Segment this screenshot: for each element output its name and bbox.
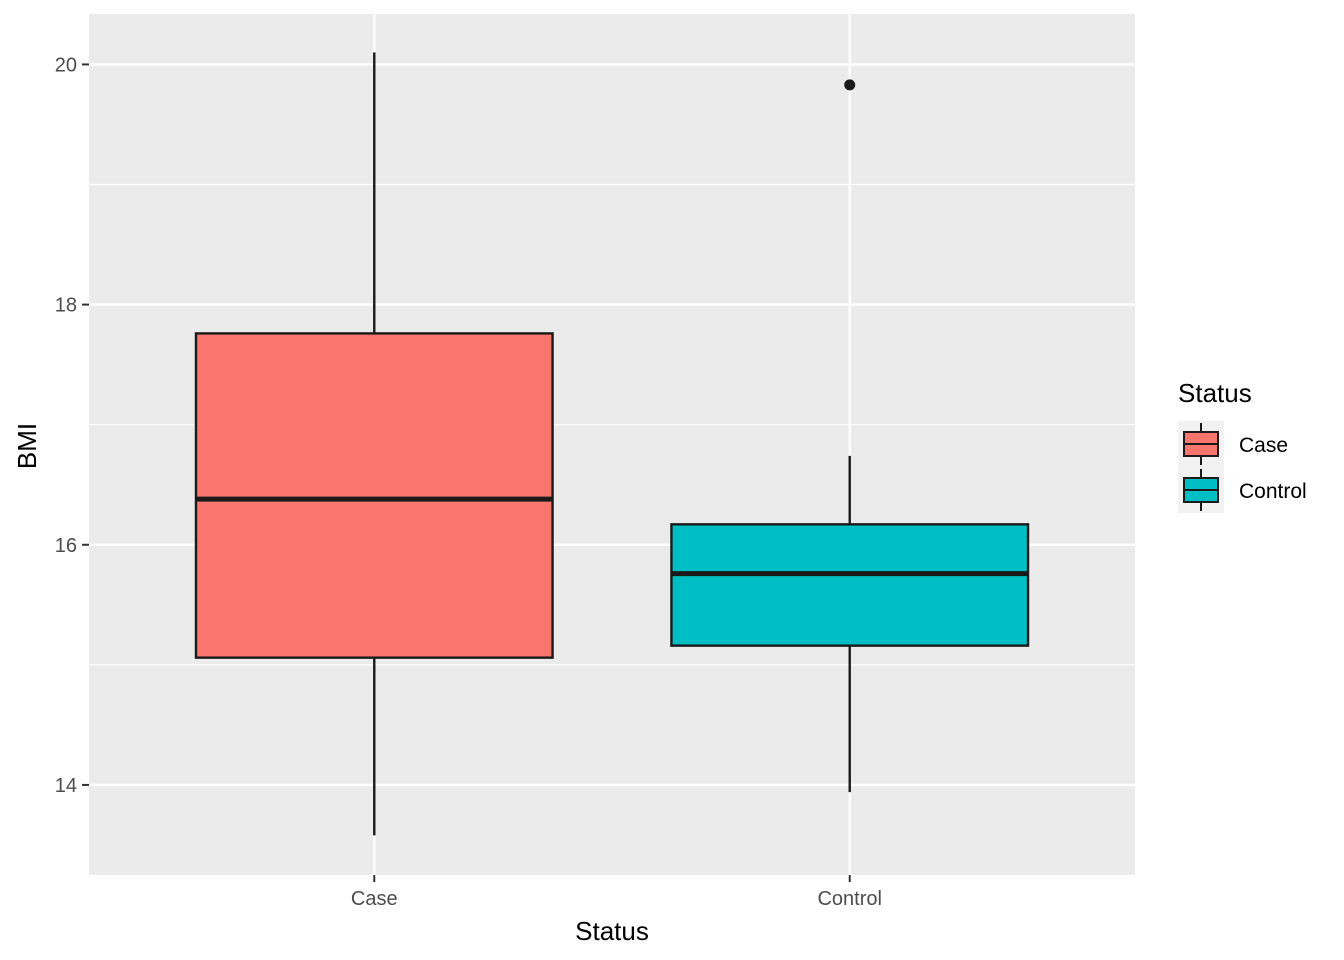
y-tick-label: 14 (55, 775, 77, 797)
y-tick-label: 16 (55, 535, 77, 557)
control-outlier-point (844, 79, 856, 91)
y-axis-title: BMI (12, 423, 42, 469)
y-axis: 14 16 18 20 (55, 54, 89, 797)
legend: Status Case Control (1178, 378, 1307, 513)
boxes-layer (194, 52, 1030, 836)
legend-title: Status (1178, 378, 1252, 408)
legend-label-control: Control (1239, 480, 1307, 503)
legend-items: Case Control (1178, 421, 1307, 513)
y-tick-label: 18 (55, 295, 77, 317)
x-tick-label: Control (817, 888, 881, 910)
case-box (194, 332, 554, 659)
x-axis-title: Status (575, 916, 649, 946)
legend-label-case: Case (1239, 434, 1288, 457)
x-tick-label: Case (351, 888, 398, 910)
control-box (670, 523, 1030, 647)
x-axis: Case Control (351, 875, 882, 910)
y-tick-label: 20 (55, 54, 77, 76)
